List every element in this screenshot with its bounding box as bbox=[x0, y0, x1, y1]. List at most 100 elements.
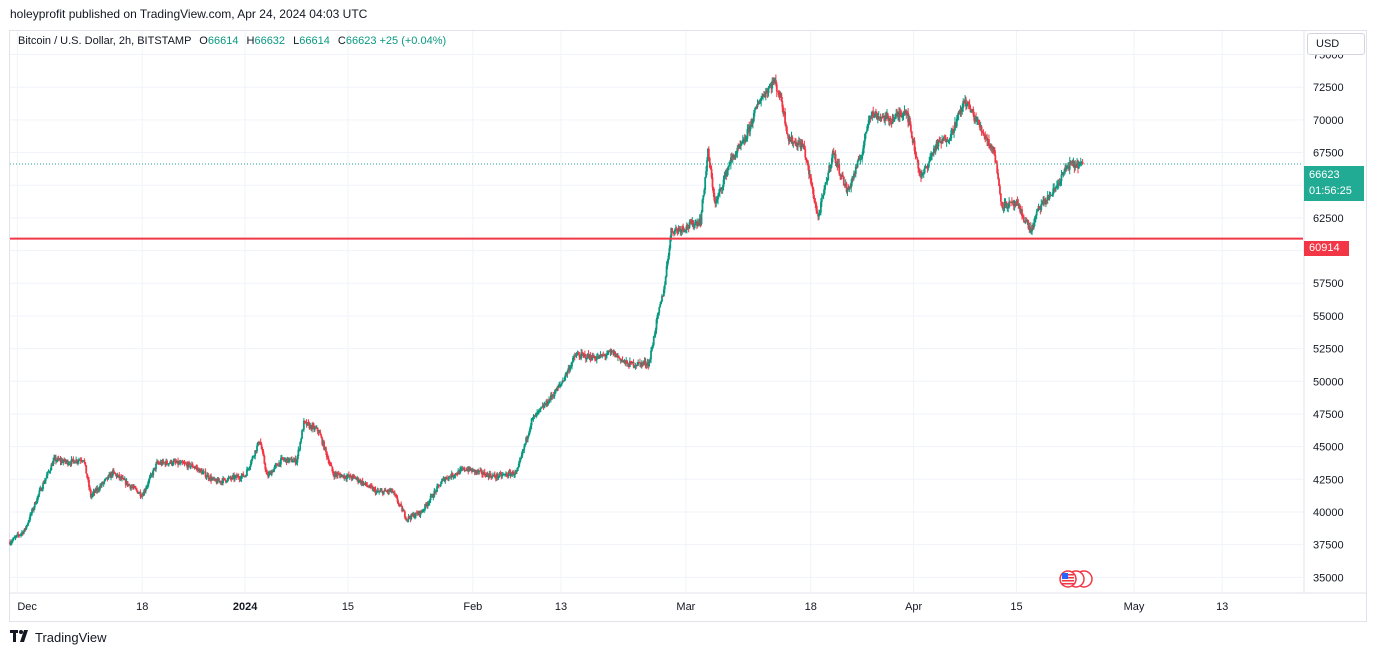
x-tick-label: 2024 bbox=[233, 601, 258, 613]
candle bbox=[157, 460, 160, 466]
chart-pane[interactable] bbox=[9, 30, 1367, 622]
economic-events-icon[interactable] bbox=[1056, 570, 1096, 590]
candle bbox=[56, 456, 59, 462]
candle bbox=[1050, 194, 1053, 197]
candle bbox=[587, 350, 590, 359]
candle bbox=[623, 358, 626, 365]
candle bbox=[225, 480, 228, 484]
candle bbox=[426, 501, 429, 509]
candle bbox=[409, 515, 412, 523]
candle bbox=[826, 177, 829, 186]
candle bbox=[785, 121, 787, 131]
candle bbox=[650, 347, 652, 364]
candle bbox=[111, 471, 113, 479]
candle bbox=[598, 355, 601, 359]
candle bbox=[881, 113, 884, 119]
candle bbox=[864, 133, 866, 146]
candle bbox=[262, 449, 265, 457]
candle bbox=[99, 483, 101, 492]
candle bbox=[466, 466, 469, 472]
candle bbox=[853, 170, 855, 181]
candle bbox=[173, 458, 176, 462]
candle bbox=[1066, 165, 1068, 171]
candle bbox=[268, 470, 270, 478]
candle bbox=[546, 398, 549, 408]
candle bbox=[315, 425, 318, 430]
candle bbox=[848, 186, 851, 193]
candle bbox=[220, 480, 223, 486]
candle bbox=[585, 357, 588, 362]
candle bbox=[609, 348, 612, 357]
candle bbox=[62, 459, 65, 466]
currency-selector[interactable]: USD bbox=[1307, 33, 1365, 55]
candle bbox=[531, 417, 534, 421]
candle bbox=[787, 135, 790, 146]
candle bbox=[961, 103, 964, 115]
candle bbox=[355, 477, 358, 481]
candle bbox=[872, 106, 875, 119]
candle bbox=[227, 475, 230, 481]
price-lines bbox=[10, 163, 1303, 240]
candle bbox=[1044, 197, 1047, 208]
candle bbox=[272, 468, 275, 473]
candle bbox=[579, 354, 582, 360]
candle bbox=[978, 120, 981, 131]
candle bbox=[313, 423, 315, 433]
candle bbox=[913, 137, 916, 155]
candle bbox=[498, 472, 501, 478]
candle bbox=[856, 159, 859, 169]
candle bbox=[426, 501, 428, 509]
candle bbox=[106, 477, 109, 482]
candle bbox=[1060, 169, 1063, 186]
candle bbox=[160, 460, 163, 467]
candle bbox=[1027, 219, 1030, 230]
candle bbox=[888, 117, 891, 127]
candle bbox=[740, 140, 742, 151]
candle bbox=[81, 459, 84, 463]
candle bbox=[80, 457, 83, 463]
candle bbox=[126, 481, 129, 488]
us-flag-icon bbox=[1059, 570, 1093, 588]
candle bbox=[119, 476, 122, 482]
candle bbox=[468, 466, 471, 472]
level-price-tag[interactable]: 60914 bbox=[1304, 241, 1349, 256]
candle bbox=[1005, 201, 1008, 209]
candle bbox=[889, 115, 892, 125]
candle bbox=[122, 477, 125, 481]
candle bbox=[908, 114, 910, 127]
open-label: O bbox=[199, 35, 208, 47]
candle bbox=[1031, 222, 1033, 235]
candle bbox=[543, 401, 546, 409]
candle bbox=[431, 493, 434, 498]
candle bbox=[794, 137, 797, 146]
candle bbox=[950, 127, 953, 142]
candle bbox=[551, 394, 554, 400]
candle bbox=[751, 117, 753, 128]
candle bbox=[801, 139, 804, 148]
candle bbox=[520, 452, 523, 460]
candle bbox=[735, 150, 738, 157]
candle bbox=[1077, 159, 1079, 174]
candle bbox=[980, 124, 983, 136]
candle bbox=[577, 351, 580, 355]
candle bbox=[411, 512, 414, 517]
candle bbox=[592, 352, 595, 359]
candle bbox=[973, 111, 976, 124]
candle bbox=[688, 219, 691, 230]
candle bbox=[858, 154, 861, 161]
candle bbox=[212, 477, 214, 480]
candle bbox=[874, 110, 876, 119]
candle bbox=[453, 474, 456, 479]
us-flag-icon[interactable] bbox=[1056, 570, 1096, 595]
candle bbox=[783, 111, 786, 116]
candle bbox=[450, 470, 453, 481]
candle bbox=[1075, 163, 1078, 169]
candle bbox=[515, 470, 517, 475]
candle bbox=[55, 454, 57, 465]
candle bbox=[316, 427, 319, 435]
candle bbox=[1063, 168, 1066, 176]
candle bbox=[628, 357, 631, 367]
candle bbox=[178, 459, 181, 465]
candle bbox=[532, 414, 535, 422]
